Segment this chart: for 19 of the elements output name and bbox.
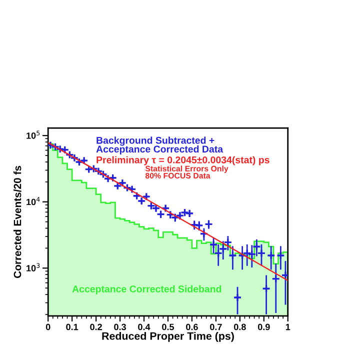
x-tick-label: 0.8 — [234, 324, 246, 330]
x-tick-label: 0 — [46, 324, 50, 330]
x-tick-label: 0.9 — [258, 324, 270, 330]
y-axis-title: Corrected Events/20 fs — [14, 166, 22, 278]
y-tick-label: 10$^{4}$ — [26, 196, 40, 206]
series-label: Background Subtracted + Acceptance Corrected Data — [96, 136, 224, 154]
series-label: Acceptance Corrected Sideband — [72, 285, 222, 294]
y-tick-label: 10$^{3}$ — [26, 263, 40, 272]
x-tick-label: 0.7 — [210, 324, 222, 330]
x-axis-title: Reduced Proper Time (ps) — [102, 332, 234, 342]
y-tick-label: 10$^{5}$ — [26, 130, 40, 139]
x-tick-label: 0.1 — [66, 324, 78, 330]
x-tick-label: 0.5 — [162, 324, 174, 330]
x-tick-label: 0.4 — [138, 324, 150, 330]
series-label: Preliminary τ = 0.2045±0.0034(stat) ps — [96, 156, 270, 166]
x-tick-label: 0.2 — [90, 324, 102, 330]
x-tick-label: 0.3 — [114, 324, 126, 330]
x-tick-label: 0.6 — [186, 324, 198, 330]
x-tick-label: 1 — [286, 324, 290, 330]
